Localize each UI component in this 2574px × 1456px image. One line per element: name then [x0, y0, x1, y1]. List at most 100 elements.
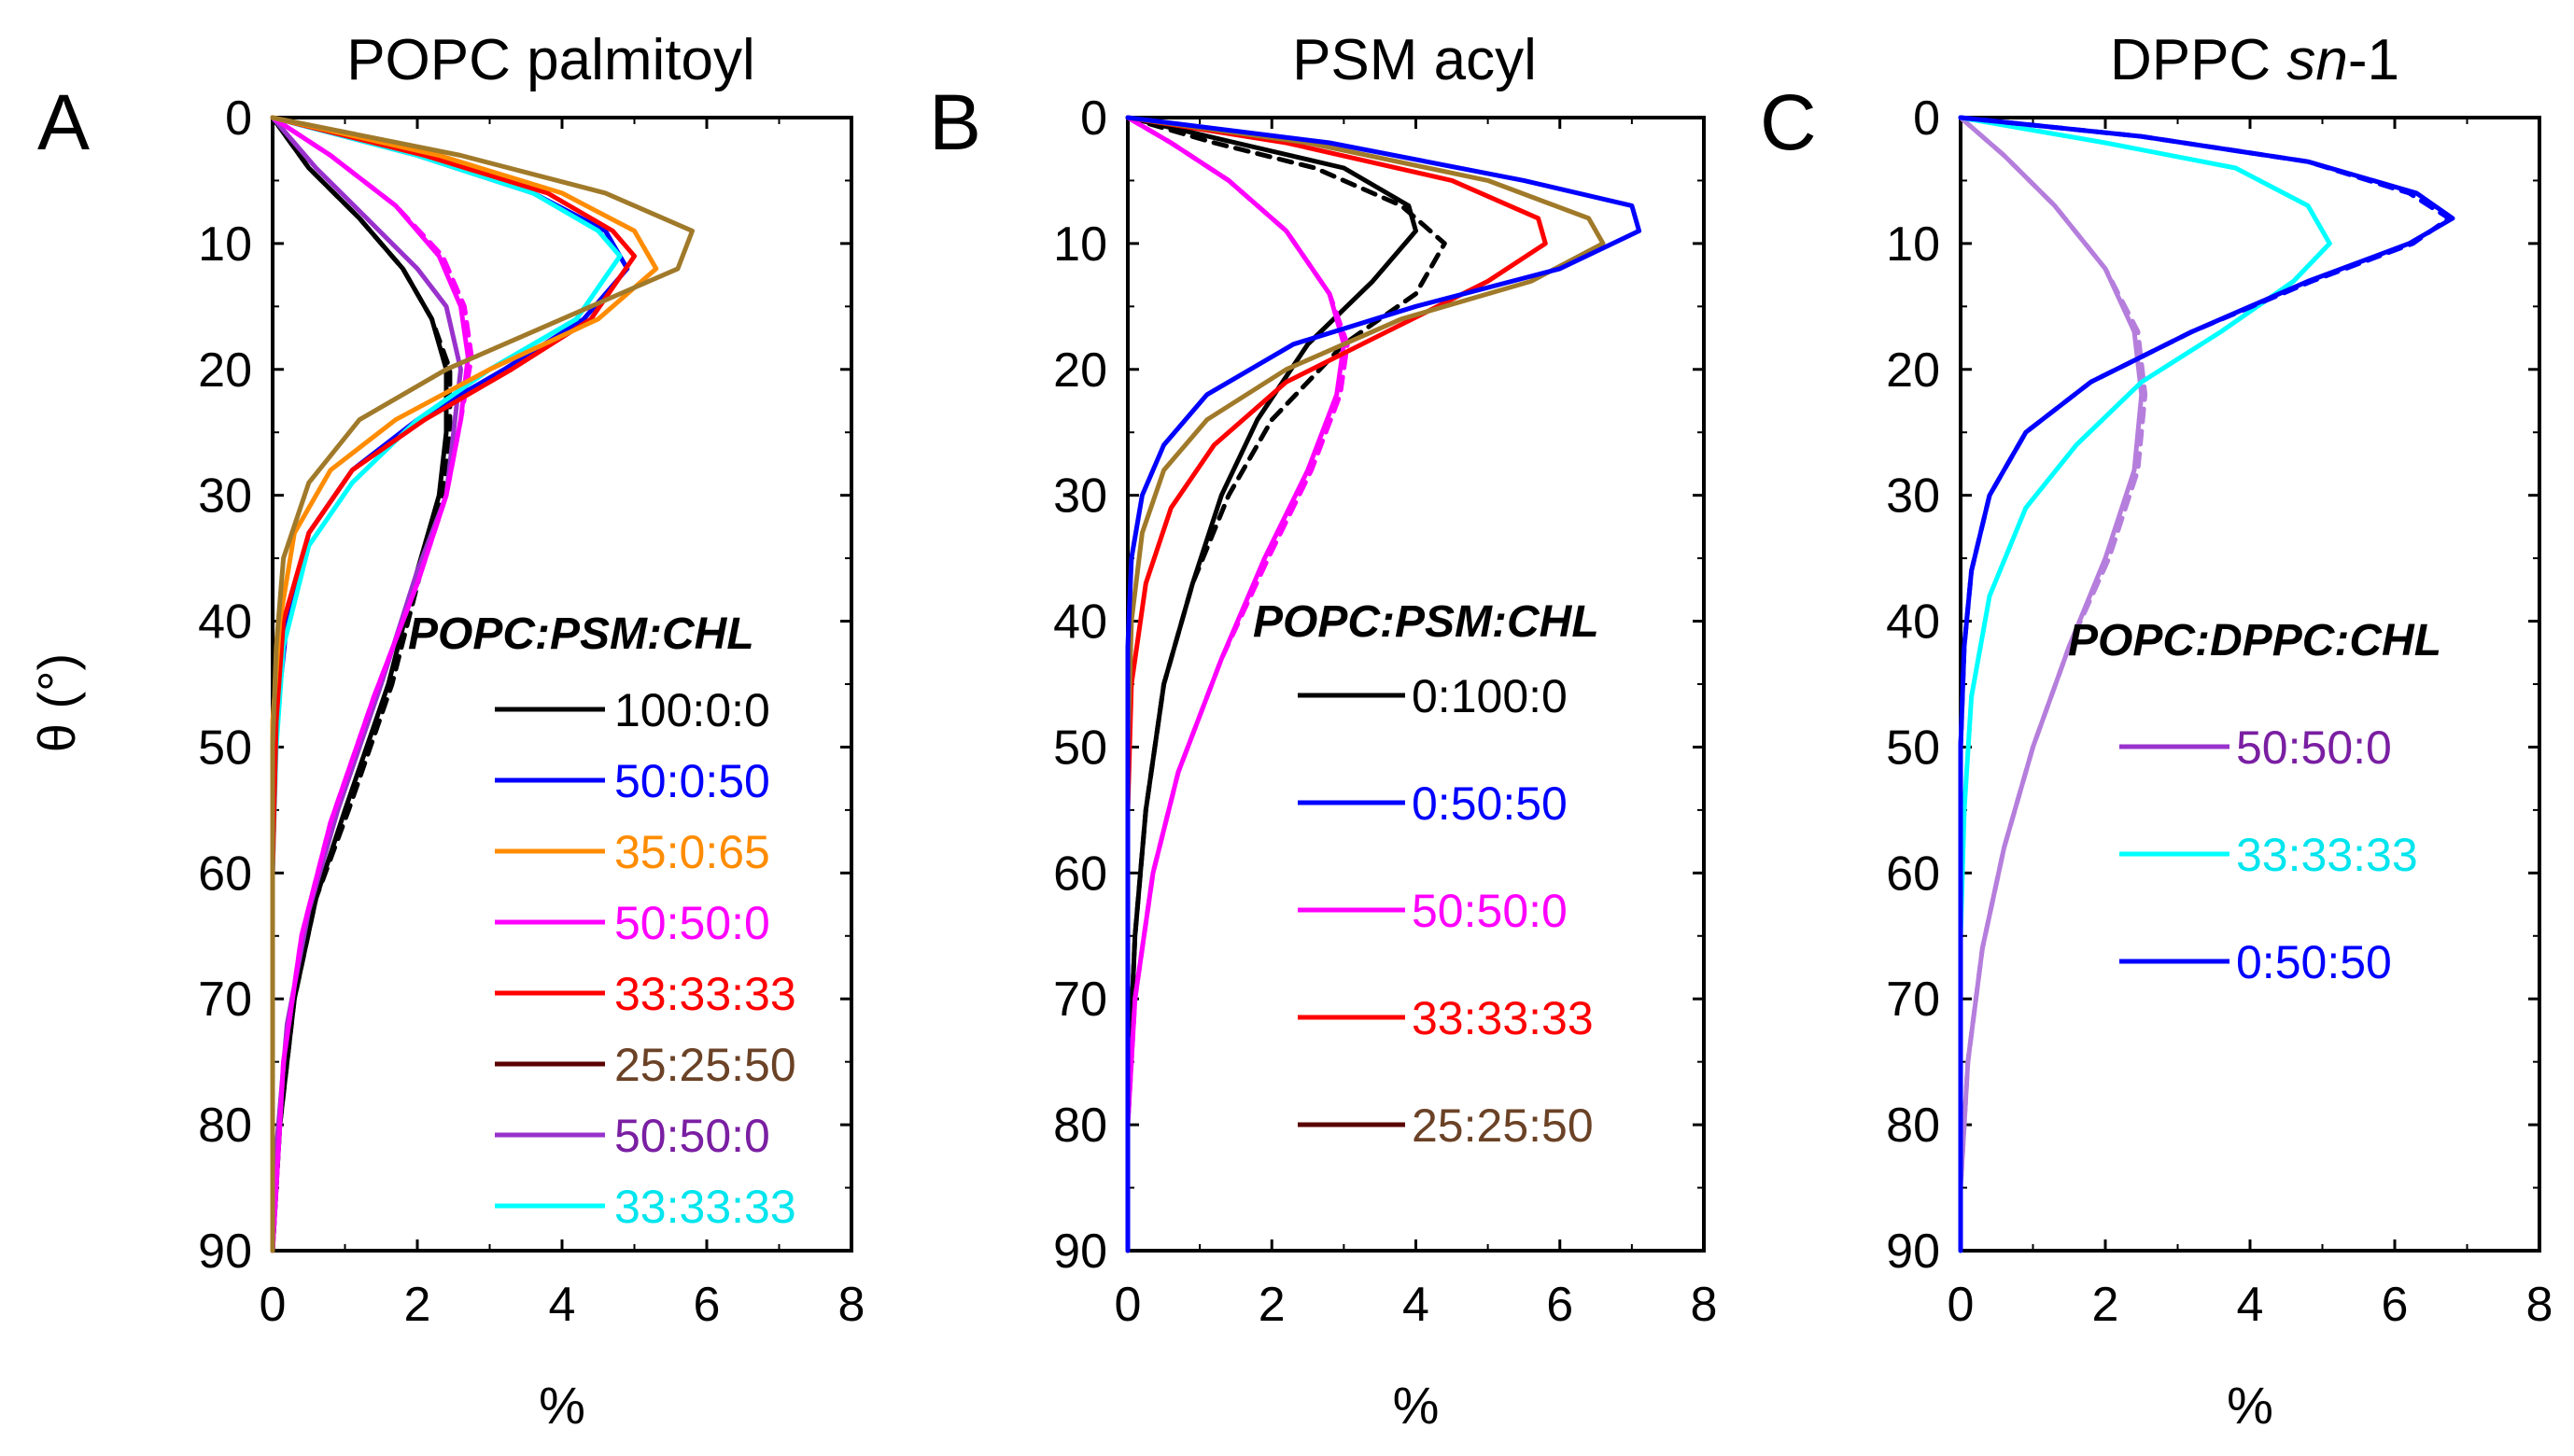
- y-tick-label: 70: [1886, 973, 1940, 1027]
- x-tick-label: 4: [1402, 1278, 1429, 1332]
- legend-label: 0:100:0: [1412, 670, 1568, 722]
- plot-frame: [1959, 116, 2541, 1253]
- panel-title: PSM acyl: [1292, 28, 1537, 92]
- x-tick-label: 6: [2382, 1278, 2409, 1332]
- series-line-6: [270, 115, 623, 1253]
- series-line-4: [1125, 115, 1548, 1253]
- legend-label: 50:50:0: [614, 897, 770, 949]
- y-tick-label: 60: [198, 847, 252, 901]
- x-tick-label: 2: [404, 1278, 431, 1332]
- x-tick-label: 0: [1948, 1278, 1975, 1332]
- series-group: [1125, 115, 1642, 1253]
- series-line-0: [1125, 115, 1418, 1253]
- y-tick-label: 60: [1886, 847, 1940, 901]
- legend-label: 25:25:50: [614, 1039, 796, 1091]
- y-tick-label: 90: [1886, 1225, 1940, 1279]
- y-tick-label: 30: [1886, 469, 1940, 524]
- y-tick-label: 40: [1053, 595, 1107, 650]
- legend-label: 0:50:50: [1412, 777, 1568, 830]
- y-tick-label: 10: [1053, 217, 1107, 272]
- y-tick-label: 0: [1913, 91, 1940, 146]
- series-line-9: [270, 115, 695, 1253]
- y-tick-label: 30: [1053, 469, 1107, 524]
- panel-letter: B: [929, 78, 981, 166]
- y-tick-label: 80: [198, 1099, 252, 1153]
- x-tick-label: 0: [260, 1278, 287, 1332]
- y-tick-label: 10: [198, 217, 252, 272]
- x-tick-label: 2: [1259, 1278, 1286, 1332]
- x-tick-label: 8: [838, 1278, 865, 1332]
- series-line-1: [1125, 115, 1447, 1253]
- series-line-3: [1958, 115, 2455, 1253]
- y-tick-label: 80: [1053, 1099, 1107, 1153]
- legend: POPC:PSM:CHL 0:100:0 0:50:50 50:50:0 33:33:3…: [1253, 597, 1599, 1152]
- x-tick-label: 8: [1691, 1278, 1718, 1332]
- y-tick-label: 20: [1053, 343, 1107, 398]
- legend-label: 35:0:65: [614, 826, 770, 878]
- x-tick-label: 4: [549, 1278, 576, 1332]
- x-axis-label: %: [2227, 1376, 2273, 1435]
- legend: POPC:DPPC:CHL 50:50:0 33:33:33 0:50:50: [2068, 616, 2441, 988]
- y-tick-label: 70: [1053, 973, 1107, 1027]
- series-line-7: [270, 115, 637, 1253]
- legend-title: POPC:PSM:CHL: [408, 609, 754, 659]
- legend-label: 33:33:33: [1412, 992, 1594, 1044]
- x-tick-label: 6: [694, 1278, 721, 1332]
- x-axis-label: %: [539, 1376, 585, 1435]
- panel-title: POPC palmitoyl: [346, 28, 755, 92]
- series-line-6: [1125, 115, 1642, 1253]
- series-line-4: [270, 115, 474, 1253]
- y-tick-label: 80: [1886, 1099, 1940, 1153]
- y-tick-label: 30: [198, 469, 252, 524]
- y-tick-label: 0: [1080, 91, 1107, 146]
- legend-title: POPC:DPPC:CHL: [2068, 616, 2441, 665]
- series-line-4: [1958, 115, 2452, 1253]
- y-tick-label: 50: [1053, 721, 1107, 775]
- y-tick-label: 40: [198, 595, 252, 650]
- y-tick-label: 70: [198, 973, 252, 1027]
- y-tick-label: 20: [198, 343, 252, 398]
- panel-letter: A: [37, 78, 90, 166]
- y-tick-label: 20: [1886, 343, 1940, 398]
- x-tick-label: 8: [2526, 1278, 2553, 1332]
- legend-label: 50:0:50: [614, 755, 770, 807]
- panel-title-main: DPPC: [2110, 28, 2286, 92]
- y-tick-label: 60: [1053, 847, 1107, 901]
- x-tick-label: 0: [1115, 1278, 1142, 1332]
- legend-title: POPC:PSM:CHL: [1253, 597, 1599, 647]
- legend-label: 33:33:33: [614, 968, 796, 1020]
- series-line-2: [270, 115, 463, 1253]
- series-line-3: [1125, 115, 1350, 1253]
- x-tick-label: 6: [1546, 1278, 1573, 1332]
- x-tick-label: 4: [2237, 1278, 2264, 1332]
- y-tick-label: 90: [1053, 1225, 1107, 1279]
- y-axis-label: θ (°): [27, 653, 86, 752]
- panel-title-italic: sn: [2286, 28, 2347, 92]
- series-line-1: [270, 115, 453, 1253]
- legend: POPC:PSM:CHL 100:0:0 50:0:50 35:0:65 50:50:0…: [408, 609, 796, 1233]
- panel-title: DPPC sn-1: [2110, 28, 2399, 92]
- panel-letter: C: [1760, 78, 1817, 166]
- series-line-5: [270, 115, 630, 1253]
- legend-label: 0:50:50: [2236, 936, 2392, 988]
- series-line-0: [270, 115, 449, 1253]
- legend-label: 50:50:0: [2236, 721, 2392, 774]
- x-tick-label: 2: [2092, 1278, 2119, 1332]
- y-tick-label: 40: [1886, 595, 1940, 650]
- series-line-2: [1958, 115, 2332, 1253]
- legend-label: 50:50:0: [1412, 885, 1568, 937]
- legend-label: 33:33:33: [614, 1181, 796, 1233]
- panel-title-main: PSM acyl: [1292, 28, 1537, 92]
- y-tick-label: 50: [1886, 721, 1940, 775]
- series-line-2: [1125, 115, 1346, 1253]
- series-line-1: [1958, 115, 2148, 1253]
- y-tick-label: 0: [225, 91, 252, 146]
- panel-title-suffix: -1: [2348, 28, 2399, 92]
- legend-label: 100:0:0: [614, 684, 770, 736]
- legend-label: 25:25:50: [1412, 1099, 1594, 1152]
- series-line-5: [1125, 115, 1606, 1253]
